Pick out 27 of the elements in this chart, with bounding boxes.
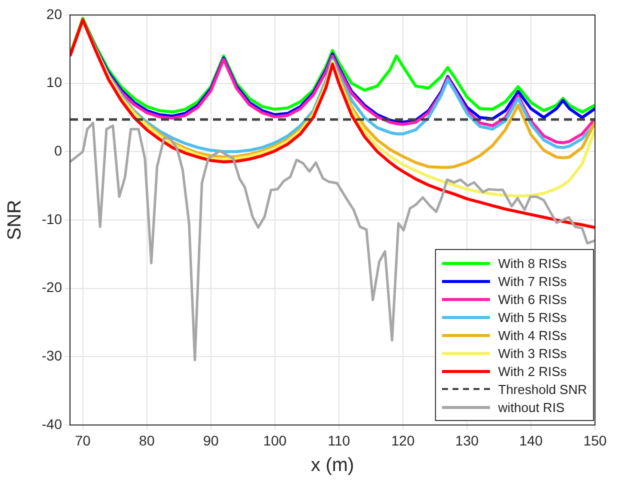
legend-label: With 3 RISs xyxy=(498,346,567,360)
x-tick-label: 150 xyxy=(583,432,607,448)
x-tick-label: 100 xyxy=(263,432,287,448)
legend-label: Threshold SNR xyxy=(498,382,587,396)
x-tick-label: 70 xyxy=(75,432,91,448)
y-tick-label: -20 xyxy=(42,279,62,296)
y-tick-label: 20 xyxy=(46,6,62,22)
y-axis-title: SNR xyxy=(4,200,26,240)
legend-label: With 2 RISs xyxy=(498,364,567,378)
legend-label: With 6 RISs xyxy=(498,292,567,306)
x-tick-label: 140 xyxy=(519,432,543,448)
y-tick-label: 0 xyxy=(54,142,62,159)
x-tick-label: 130 xyxy=(455,432,479,448)
x-tick-label: 80 xyxy=(139,432,155,448)
legend-label: With 7 RISs xyxy=(498,274,567,288)
x-tick-label: 110 xyxy=(328,432,350,448)
x-tick-label: 120 xyxy=(391,432,415,448)
y-tick-label: -10 xyxy=(42,210,62,227)
y-tick-label: 10 xyxy=(46,74,62,90)
legend-label: With 5 RISs xyxy=(498,310,567,324)
x-axis-title: x (m) xyxy=(310,454,354,476)
legend-label: With 4 RISs xyxy=(498,328,567,342)
y-tick-label: -40 xyxy=(42,416,62,432)
legend-label: without RIS xyxy=(498,400,565,414)
y-tick-label: -30 xyxy=(42,348,62,364)
x-tick-label: 90 xyxy=(203,432,219,448)
legend-label: With 8 RISs xyxy=(498,256,567,270)
